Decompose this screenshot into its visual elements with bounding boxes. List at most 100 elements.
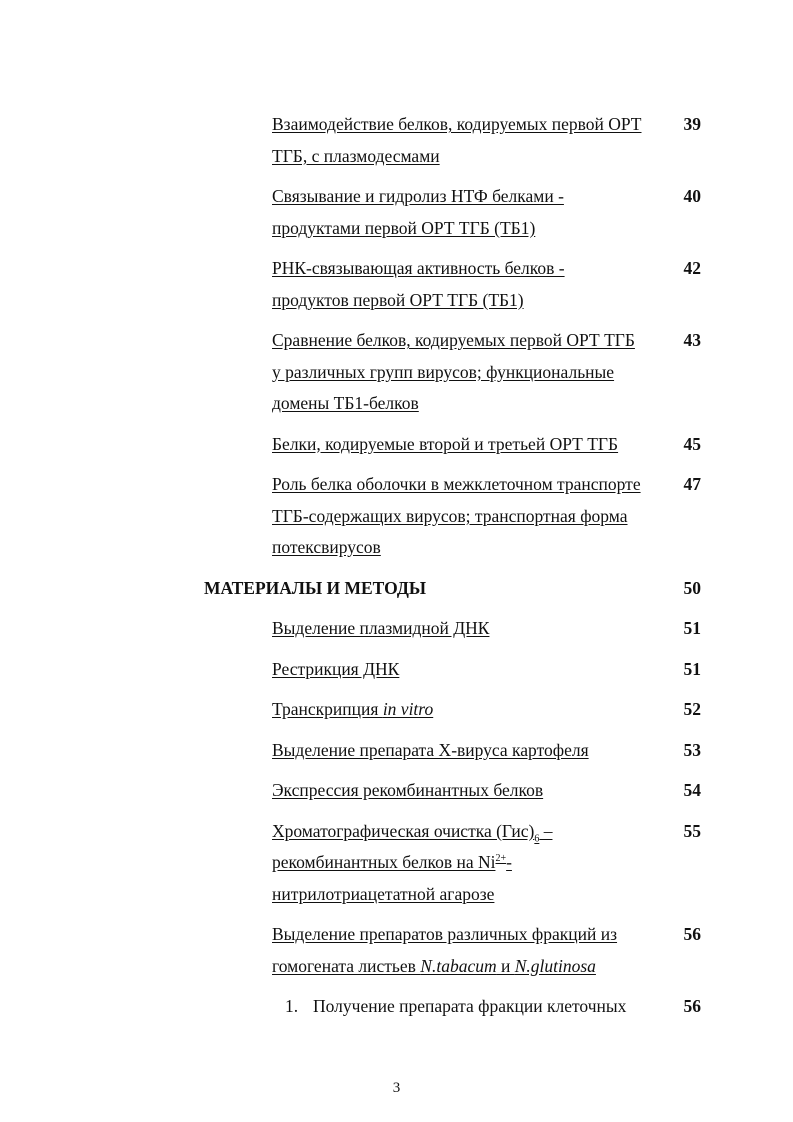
entry-title: Связывание и гидролиз НТФ белками - проду… [272, 181, 672, 244]
toc-entry[interactable]: Выделение плазмидной ДНК 51 [0, 613, 793, 645]
entry-title: Транскрипция in vitro [272, 694, 672, 726]
toc-entry[interactable]: Роль белка оболочки в межклеточном транс… [0, 469, 793, 564]
entry-title-line: ТГБ-содержащих вирусов; транспортная фор… [272, 501, 672, 533]
entry-title: Сравнение белков, кодируемых первой ОРТ … [272, 325, 672, 420]
entry-title: Взаимодействие белков, кодируемых первой… [272, 109, 672, 172]
page-ref: 52 [683, 699, 702, 719]
text-segment: ТГБ-содержащих вирусов; транспортная фор… [272, 505, 628, 526]
entry-title-line: Взаимодействие белков, кодируемых первой… [272, 109, 672, 141]
entry-title-line: Хроматографическая очистка (Гис)6 – [272, 816, 672, 848]
text-segment: гомогената листьев [272, 955, 421, 976]
toc-entry[interactable]: Рестрикция ДНК 51 [0, 654, 793, 686]
entry-title-line: Сравнение белков, кодируемых первой ОРТ … [272, 325, 672, 357]
text-segment: in vitro [382, 699, 434, 719]
entry-title-line: ТГБ, с плазмодесмами [272, 141, 672, 173]
text-segment: МАТЕРИАЛЫ И МЕТОДЫ [204, 577, 427, 598]
toc-entry[interactable]: Взаимодействие белков, кодируемых первой… [0, 109, 793, 172]
text-segment: N.glutinosa [514, 955, 596, 976]
entry-title-line: МАТЕРИАЛЫ И МЕТОДЫ [204, 573, 604, 605]
entry-title-line: Получение препарата фракции клеточных [313, 991, 713, 1023]
toc-section-heading: МАТЕРИАЛЫ И МЕТОДЫ 50 [0, 573, 793, 605]
text-segment: Хроматографическая очистка (Гис) [272, 820, 535, 841]
entry-title: Выделение плазмидной ДНК [272, 613, 672, 645]
page-ref: 53 [683, 739, 702, 760]
text-segment: рекомбинантных белков на Ni [272, 852, 496, 872]
entry-title: Роль белка оболочки в межклеточном транс… [272, 469, 672, 564]
toc-entry[interactable]: Выделение препаратов различных фракций и… [0, 919, 793, 982]
text-segment: Белки, кодируемые второй и третьей ОРТ Т… [272, 433, 619, 454]
toc-entry[interactable]: РНК-связывающая активность белков - проду… [0, 253, 793, 316]
page-ref: 56 [683, 924, 702, 944]
entry-title-line: Транскрипция in vitro [272, 694, 672, 726]
entry-title: Экспрессия рекомбинантных белков [272, 775, 672, 807]
entry-title-line: потексвирусов [272, 532, 672, 564]
text-segment: Рестрикция ДНК [272, 658, 400, 679]
page-ref: 43 [683, 330, 702, 350]
text-segment: – [539, 820, 553, 841]
page-number: 3 [392, 1080, 401, 1096]
text-segment: Экспрессия рекомбинантных белков [272, 780, 544, 800]
page-ref: 47 [683, 474, 702, 494]
entry-title: Выделение препаратов различных фракций и… [272, 919, 672, 982]
entry-title-line: Роль белка оболочки в межклеточном транс… [272, 469, 672, 501]
page-ref: 51 [683, 658, 702, 679]
toc-entry[interactable]: Белки, кодируемые второй и третьей ОРТ Т… [0, 429, 793, 461]
toc-entry[interactable]: Экспрессия рекомбинантных белков 54 [0, 775, 793, 807]
toc-entry[interactable]: Сравнение белков, кодируемых первой ОРТ … [0, 325, 793, 420]
entry-title: Рестрикция ДНК [272, 654, 672, 686]
text-segment: Выделение плазмидной ДНК [272, 618, 490, 638]
text-segment: 6 [534, 833, 540, 844]
page-ref: 39 [683, 114, 702, 134]
page-ref: 40 [683, 186, 702, 206]
text-segment: и [496, 955, 515, 976]
text-segment: Выделение препарата Х-вируса картофеля [272, 739, 589, 760]
entry-title: МАТЕРИАЛЫ И МЕТОДЫ [204, 573, 604, 605]
page-ref: 54 [683, 780, 702, 800]
entry-title-line: Выделение препарата Х-вируса картофеля [272, 735, 672, 767]
entry-title-line: Связывание и гидролиз НТФ белками - [272, 181, 672, 213]
entry-title: Белки, кодируемые второй и третьей ОРТ Т… [272, 429, 672, 461]
page-ref: 42 [683, 258, 702, 278]
entry-title: Хроматографическая очистка (Гис)6 – реком… [272, 816, 672, 911]
entry-title-line: продуктов первой ОРТ ТГБ (ТБ1) [272, 285, 672, 317]
page-ref: 51 [683, 618, 702, 638]
text-segment: 2+ [495, 853, 507, 865]
text-segment: у различных групп вирусов; функциональны… [272, 361, 615, 382]
page-ref: 50 [683, 577, 702, 598]
entry-title-line: РНК-связывающая активность белков - [272, 253, 672, 285]
entry-title-line: Экспрессия рекомбинантных белков [272, 775, 672, 807]
page-ref: 55 [683, 820, 702, 841]
entry-number: 1. [285, 996, 299, 1016]
entry-title-line: гомогената листьев N.tabacum и N.glutino… [272, 951, 672, 983]
text-segment: ТГБ, с плазмодесмами [272, 145, 440, 166]
text-segment: Связывание и гидролиз НТФ белками - [272, 186, 564, 206]
toc-entry[interactable]: Связывание и гидролиз НТФ белками - проду… [0, 181, 793, 244]
page-ref: 56 [683, 996, 702, 1016]
text-segment: N.tabacum [420, 955, 497, 976]
text-segment: Сравнение белков, кодируемых первой ОРТ … [272, 330, 635, 350]
entry-title-line: продуктами первой ОРТ ТГБ (ТБ1) [272, 213, 672, 245]
text-segment: РНК-связывающая активность белков - [272, 258, 565, 278]
table-of-contents: Взаимодействие белков, кодируемых первой… [0, 109, 793, 1032]
text-segment: Выделение препаратов различных фракций и… [272, 924, 618, 944]
entry-title-line: Белки, кодируемые второй и третьей ОРТ Т… [272, 429, 672, 461]
text-segment: Взаимодействие белков, кодируемых первой… [272, 114, 642, 134]
entry-title-line: рекомбинантных белков на Ni2+- [272, 847, 672, 879]
entry-title: Получение препарата фракции клеточных [313, 991, 713, 1023]
toc-entry[interactable]: Транскрипция in vitro 52 [0, 694, 793, 726]
entry-title-line: у различных групп вирусов; функциональны… [272, 357, 672, 389]
text-segment: Получение препарата фракции клеточных [313, 996, 627, 1016]
text-segment: Транскрипция [272, 699, 383, 719]
page-ref: 45 [683, 433, 702, 454]
entry-title-line: Рестрикция ДНК [272, 654, 672, 686]
toc-entry[interactable]: Выделение препарата Х-вируса картофеля 53 [0, 735, 793, 767]
toc-entry: 1. Получение препарата фракции клеточных 5… [0, 991, 793, 1023]
text-segment: домены ТБ1-белков [272, 393, 419, 413]
entry-title-line: Выделение препаратов различных фракций и… [272, 919, 672, 951]
text-segment: Роль белка оболочки в межклеточном транс… [272, 474, 641, 494]
entry-title: Выделение препарата Х-вируса картофеля [272, 735, 672, 767]
entry-title-line: нитрилотриацетатной агарозе [272, 879, 672, 911]
toc-entry[interactable]: Хроматографическая очистка (Гис)6 – реком… [0, 816, 793, 911]
text-segment: продуктами первой ОРТ ТГБ (ТБ1) [272, 217, 536, 238]
text-segment: - [506, 852, 512, 872]
